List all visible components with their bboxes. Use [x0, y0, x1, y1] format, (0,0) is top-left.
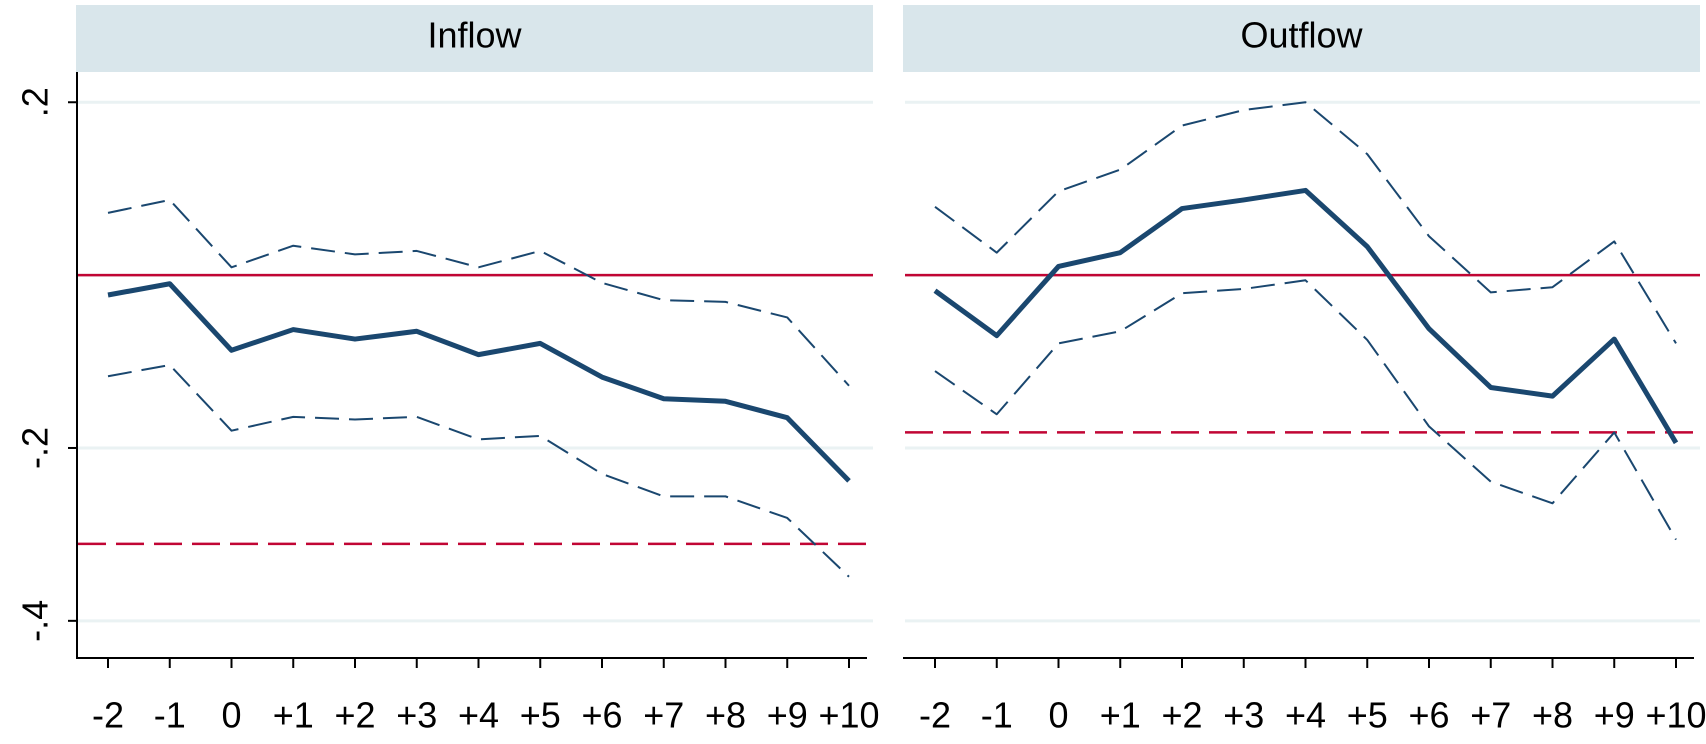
- x-tick-label: -1: [154, 695, 186, 736]
- x-tick-label: +2: [1161, 695, 1202, 736]
- x-tick-label: +3: [1223, 695, 1264, 736]
- x-tick-label: -1: [981, 695, 1013, 736]
- x-tick-label: +9: [767, 695, 808, 736]
- estimate-line: [107, 281, 851, 483]
- x-tick-label: +4: [458, 695, 499, 736]
- x-tick-label: +10: [818, 695, 879, 736]
- x-tick-label: 0: [1048, 695, 1068, 736]
- x-tick-label: +1: [1100, 695, 1141, 736]
- panel-header: [76, 5, 873, 72]
- x-tick-label: -2: [92, 695, 124, 736]
- x-tick-label: +5: [1347, 695, 1388, 736]
- x-tick-label: +1: [273, 695, 314, 736]
- panel-title: Outflow: [1240, 15, 1363, 56]
- x-tick-label: +7: [643, 695, 684, 736]
- x-tick-label: +5: [520, 695, 561, 736]
- x-tick-label: +8: [705, 695, 746, 736]
- x-tick-label: -2: [919, 695, 951, 736]
- ci-line: [934, 279, 1677, 541]
- x-tick-label: +7: [1470, 695, 1511, 736]
- x-tick-label: +8: [1532, 695, 1573, 736]
- x-tick-label: +3: [396, 695, 437, 736]
- x-tick-label: +6: [1408, 695, 1449, 736]
- x-tick-label: 0: [221, 695, 241, 736]
- x-tick-label: +2: [334, 695, 375, 736]
- estimate-line: [933, 187, 1679, 445]
- y-tick-label: .2: [15, 87, 56, 117]
- x-tick-label: +6: [581, 695, 622, 736]
- y-tick-label: -.2: [15, 427, 56, 469]
- ci-line: [934, 101, 1677, 344]
- x-tick-label: +10: [1645, 695, 1706, 736]
- panel-header: [903, 5, 1700, 72]
- y-tick-label: -.4: [15, 600, 56, 642]
- x-tick-label: +9: [1594, 695, 1635, 736]
- ci-line: [107, 364, 850, 578]
- panel-title: Inflow: [427, 15, 522, 56]
- x-tick-label: +4: [1285, 695, 1326, 736]
- ci-line: [107, 198, 850, 387]
